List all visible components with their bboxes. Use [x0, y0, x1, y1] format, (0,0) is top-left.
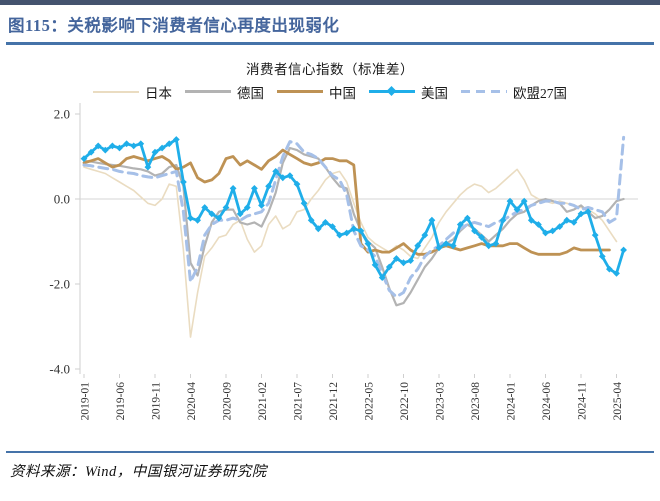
legend-item-japan: 日本 [93, 82, 172, 102]
x-tick-label: 2024-11 [577, 381, 589, 419]
y-tick-label: -4.0 [49, 361, 70, 376]
china-legend-line-icon [277, 90, 323, 93]
legend-item-germany: 德国 [185, 82, 264, 102]
x-tick-label: 2021-07 [293, 381, 305, 420]
x-tick-label: 2019-11 [151, 381, 163, 419]
x-tick-label: 2020-09 [222, 381, 234, 420]
japan-line [83, 165, 618, 338]
japan-legend-line-icon [93, 90, 139, 93]
y-tick-label: 2.0 [54, 106, 70, 121]
x-tick-label: 2024-01 [506, 381, 518, 420]
x-tick-label: 2023-03 [435, 381, 447, 420]
x-tick-label: 2020-04 [186, 381, 198, 420]
x-tick-label: 2024-06 [541, 381, 553, 420]
legend-label-japan: 日本 [145, 85, 172, 101]
source-text: 资料来源：Wind，中国银河证券研究院 [10, 464, 267, 480]
chart-title: 消费者信心指数（标准差） [246, 61, 414, 77]
title-divider [6, 42, 654, 45]
china-line [82, 148, 611, 256]
x-tick-label: 2022-10 [399, 381, 411, 420]
legend-item-us: 美国 [369, 82, 448, 102]
figure-title: 图115：关税影响下消费者信心再度出现弱化 [8, 16, 340, 35]
y-tick-label: 0.0 [54, 191, 70, 206]
legend-item-eu27: 欧盟27国 [461, 82, 567, 102]
legend-label-germany: 德国 [237, 85, 264, 101]
eu27-legend-line-icon [461, 90, 507, 93]
x-tick-label: 2021-12 [328, 381, 340, 420]
chart-legend: 日本 德国 中国 美国 欧盟27国 [0, 83, 660, 101]
line-chart: 2.0 0.0 -2.0 -4.0 2019-01 2019-06 2019-11 2020-… [49, 102, 638, 420]
x-tick-label: 2022-05 [364, 381, 376, 420]
legend-label-china: 中国 [329, 85, 356, 101]
legend-label-us: 美国 [421, 85, 448, 101]
germany-legend-line-icon [185, 90, 231, 93]
us-markers [80, 135, 628, 281]
legend-label-eu27: 欧盟27国 [513, 85, 567, 101]
us-legend-diamond-icon [386, 86, 397, 97]
x-tick-label: 2025-04 [612, 381, 624, 420]
y-tick-label: -2.0 [49, 276, 70, 291]
x-tick-label: 2023-08 [470, 381, 482, 420]
x-tick-label: 2019-01 [80, 381, 92, 420]
us-line [82, 137, 625, 279]
legend-item-china: 中国 [277, 82, 356, 102]
x-tick-label: 2021-02 [257, 381, 269, 420]
us-legend-line-icon [369, 86, 415, 97]
source-divider [6, 450, 654, 453]
x-tick-label: 2019-06 [115, 381, 127, 420]
top-border [0, 0, 660, 5]
eu27-line [82, 135, 626, 298]
